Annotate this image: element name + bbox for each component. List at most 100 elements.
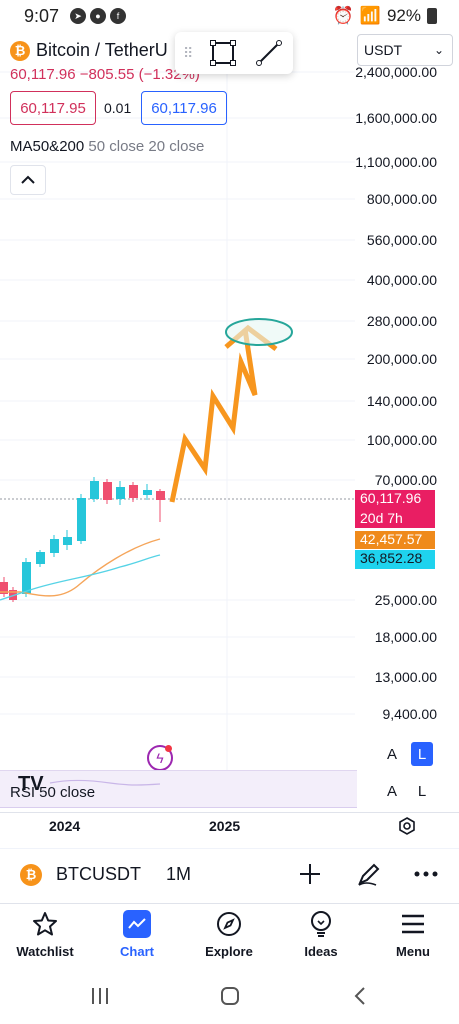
collapse-legend-button[interactable]: [10, 165, 46, 195]
home-icon: [221, 987, 239, 1005]
time-axis-label: 2025: [209, 818, 241, 834]
symbol-bar: [0, 848, 459, 904]
candle: [143, 490, 152, 495]
price-axis-label: 800,000.00: [366, 191, 437, 207]
more-button[interactable]: [408, 858, 444, 890]
drag-handle-icon[interactable]: ⠿: [183, 44, 194, 61]
drawing-toolbar: ⠿: [175, 32, 293, 74]
nav-explore[interactable]: Explore: [189, 908, 269, 966]
interval-button[interactable]: 1M: [166, 864, 192, 884]
menu-icon: [399, 910, 427, 938]
projection-zigzag: [169, 328, 258, 503]
nav-watchlist[interactable]: Watchlist: [5, 908, 85, 966]
nav-chart[interactable]: Chart: [97, 908, 177, 966]
rsi-auto-scale-button[interactable]: A: [386, 782, 397, 800]
price-axis-label: 200,000.00: [366, 351, 437, 367]
nav-ideas[interactable]: Ideas: [281, 908, 361, 966]
candle: [50, 539, 59, 553]
nav-label: Menu: [396, 944, 430, 959]
indicator-legend[interactable]: MA50&200 50 close 20 close: [10, 138, 204, 155]
last-price-tag: 60,117.96: [355, 490, 435, 510]
status-bar: 9:07 ➤ ● f ⏰ 📶 92%: [0, 0, 459, 32]
notification-dot: [165, 745, 172, 752]
log-scale-button[interactable]: L: [411, 742, 433, 766]
price-axis-label: 560,000.00: [366, 232, 437, 248]
symbol-title: Bitcoin / TetherU: [36, 40, 168, 60]
wifi-icon: 📶: [359, 6, 381, 25]
drawing-tools-button[interactable]: [351, 858, 387, 890]
add-button[interactable]: [292, 858, 328, 890]
bitcoin-icon: ₿: [20, 864, 42, 886]
system-icons: ⏰ 📶 92%: [333, 6, 437, 26]
price-axis-label: 9,400.00: [382, 706, 438, 722]
price-axis-label: 2,400,000.00: [355, 64, 437, 80]
candle: [90, 481, 99, 499]
candle: [22, 562, 31, 594]
battery-percent: 92%: [386, 6, 421, 25]
symbol-ticker-button[interactable]: BTCUSDT: [56, 864, 141, 884]
settings-icon[interactable]: [397, 816, 417, 836]
alarm-icon: ⏰: [332, 6, 354, 25]
time-axis-label: 2024: [49, 818, 81, 834]
lightbulb-icon: [307, 910, 335, 938]
price-change-line: 60,117.96 −805.55 (−1.32%): [10, 66, 200, 83]
price-axis-label: 13,000.00: [374, 669, 437, 685]
price-axis-label: 1,100,000.00: [355, 154, 437, 170]
price-axis-label: 18,000.00: [374, 629, 437, 645]
rsi-log-scale-button[interactable]: L: [417, 782, 427, 800]
battery-icon: [427, 8, 437, 24]
candle: [0, 582, 8, 594]
candle: [103, 482, 112, 500]
candle: [77, 498, 86, 541]
candle-countdown-tag: 20d 7h: [355, 510, 435, 528]
tradingview-logo-icon: TV: [18, 773, 44, 795]
grid-lines: [0, 71, 355, 715]
notification-send-icon: ➤: [70, 8, 86, 24]
currency-value: USDT: [364, 42, 403, 58]
pen-icon: [358, 863, 380, 886]
ma-orange-line: [0, 538, 161, 597]
ma-cyan-tag: 36,852.28: [355, 550, 435, 569]
candle: [156, 491, 165, 500]
chevron-up-icon: [21, 175, 35, 184]
nav-label: Explore: [205, 944, 253, 959]
price-axis-label: 100,000.00: [366, 432, 437, 448]
auto-scale-button[interactable]: A: [386, 745, 397, 763]
currency-select[interactable]: USDT ⌄: [357, 34, 453, 66]
trend-line-tool-button[interactable]: [249, 33, 289, 73]
rsi-line: [49, 779, 161, 786]
indicator-name: MA50&200: [10, 138, 85, 155]
ma-orange-tag: 42,457.57: [355, 531, 435, 549]
back-icon: [354, 987, 365, 1005]
spread-value: 0.01: [104, 100, 132, 116]
nav-label: Watchlist: [16, 944, 74, 959]
price-axis-label: 70,000.00: [374, 472, 437, 488]
indicator-params: 50 close 20 close: [88, 138, 205, 155]
system-navigation-bar: [0, 970, 459, 1024]
notification-icons: ➤ ● f: [70, 8, 126, 24]
nav-menu[interactable]: Menu: [373, 908, 453, 966]
sell-price-button[interactable]: 60,117.95: [10, 91, 96, 125]
home-button[interactable]: [210, 982, 250, 1010]
buy-price-button[interactable]: 60,117.96: [141, 91, 227, 125]
recent-apps-button[interactable]: [80, 982, 120, 1010]
more-dots-icon: [414, 871, 438, 877]
price-axis-label: 280,000.00: [366, 313, 437, 329]
time-axis[interactable]: [0, 812, 459, 842]
symbol-header[interactable]: ₿ Bitcoin / TetherU: [10, 40, 168, 61]
price-axis-label: 25,000.00: [374, 592, 437, 608]
chart-canvas[interactable]: [0, 32, 459, 847]
price-axis-label: 140,000.00: [366, 393, 437, 409]
candle: [36, 552, 45, 564]
nav-label: Chart: [120, 944, 154, 959]
rsi-pane[interactable]: TV: [0, 770, 357, 808]
back-button[interactable]: [340, 982, 380, 1010]
notification-app-icon: ●: [90, 8, 106, 24]
candle: [63, 537, 72, 545]
ma-cyan-line: [0, 554, 161, 601]
rectangle-tool-button[interactable]: [203, 33, 243, 73]
bottom-nav: [0, 904, 459, 970]
candle: [116, 487, 125, 499]
target-ellipse: [225, 318, 293, 346]
candle: [129, 485, 138, 498]
